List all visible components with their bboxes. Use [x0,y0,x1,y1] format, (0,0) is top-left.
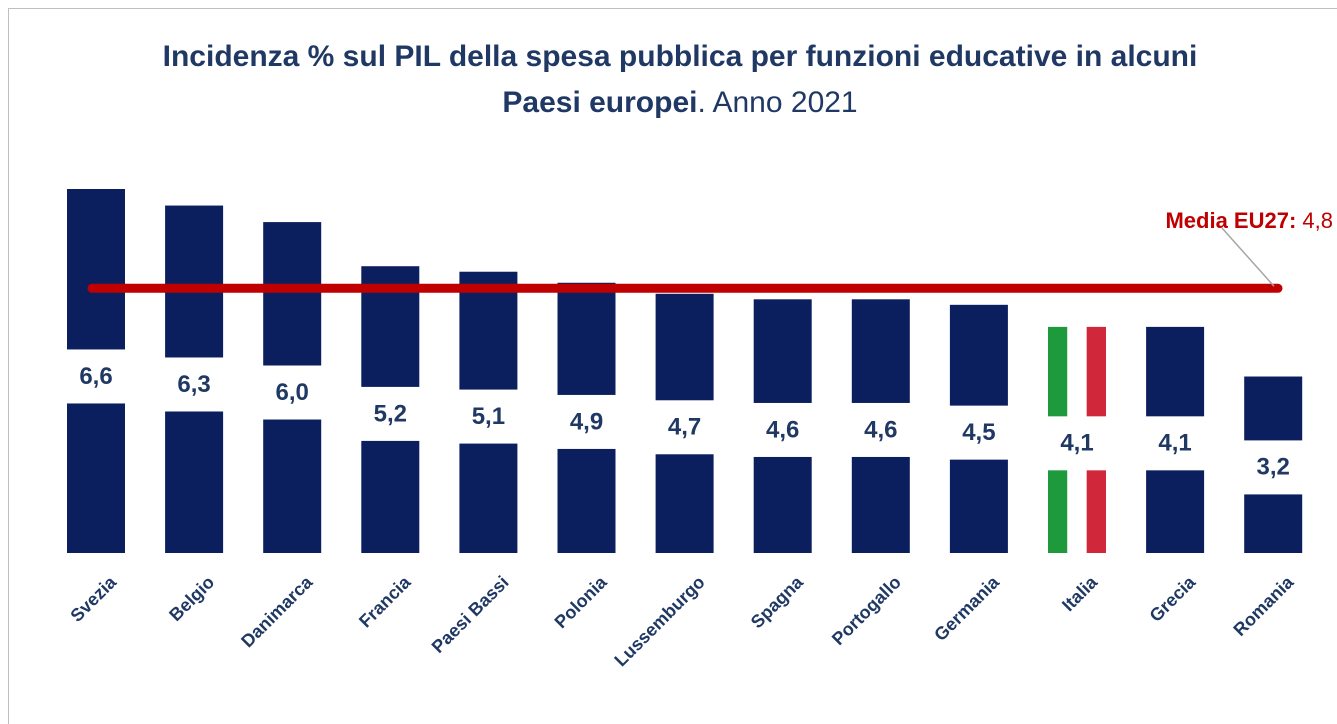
x-tick-label: Paesi Bassi [428,572,513,657]
label-gap [66,349,126,404]
label-gap [556,394,617,449]
label-gap [850,402,911,457]
x-tick-label: Germania [930,571,1004,645]
x-tick-label: Lussemburgo [610,572,708,670]
value-label: 6,3 [177,371,210,398]
label-gap [360,386,421,441]
value-label: 6,6 [79,363,112,390]
value-label: 6,0 [276,379,309,406]
x-tick-label: Danimarca [237,571,317,651]
value-label: 4,1 [1158,430,1191,457]
x-tick-label: Francia [355,571,415,631]
value-label: 4,6 [766,416,799,443]
x-tick-label: Svezia [66,571,120,625]
x-tick-label: Spagna [747,571,808,632]
value-label: 3,2 [1257,454,1290,481]
value-label: 4,5 [962,419,995,446]
title-note: . Anno 2021 [697,86,858,119]
value-label: 5,1 [472,403,505,430]
chart-title-block: Incidenza % sul PIL della spesa pubblica… [150,34,1210,126]
reference-value: 4,8 [1302,208,1333,233]
leader-line [1221,227,1275,287]
label-gap [1243,440,1304,495]
chart-title: Incidenza % sul PIL della spesa pubblica… [162,40,1198,119]
x-tick-label: Italia [1058,571,1102,615]
label-gap [1047,416,1107,471]
x-tick-label: Grecia [1146,571,1200,625]
x-tick-label: Belgio [165,572,218,625]
reference-label: Media EU27: 4,8 [1165,208,1333,233]
value-label: 4,9 [570,408,603,435]
reference-name: Media EU27: [1165,208,1296,233]
label-gap [458,389,519,444]
value-label: 4,6 [864,416,897,443]
label-gap [752,402,813,457]
x-tick-label: Romania [1229,571,1298,640]
label-gap [948,405,1009,460]
label-gap [1145,416,1206,471]
frame [8,8,1337,724]
value-label: 4,7 [668,414,701,441]
label-gap [164,357,225,412]
value-label: 4,1 [1060,430,1093,457]
x-tick-label: Polonia [551,571,612,632]
label-gap [262,365,323,420]
value-label: 5,2 [374,400,407,427]
label-gap [654,400,715,455]
x-tick-label: Portogallo [828,572,905,649]
